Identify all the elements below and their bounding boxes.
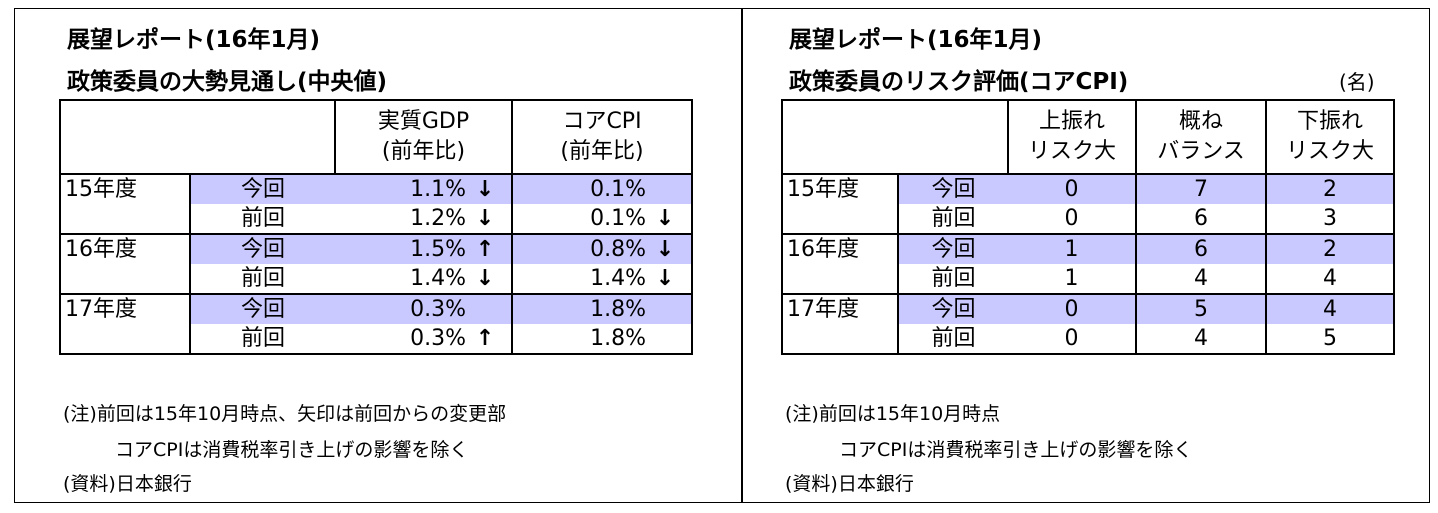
gdp-value: 0.3% ↑	[335, 324, 513, 354]
table-row: 前回 1.2% ↓ 0.1% ↓	[60, 204, 692, 234]
row-label: 前回	[931, 206, 976, 231]
row-label: 今回	[190, 294, 335, 324]
cpi-value: 1.8%	[590, 326, 646, 351]
downside-count: 2	[1266, 234, 1394, 264]
year-label: 15年度	[60, 174, 191, 234]
arrow-icon: ↓	[655, 237, 675, 262]
upside-count: 0	[1008, 204, 1137, 234]
table-row: 前回 0 6 3	[782, 204, 1394, 234]
year-label: 16年度	[782, 234, 899, 294]
gdp-value: 1.4% ↓	[335, 264, 513, 294]
table-row: 前回 0 4 5	[782, 324, 1394, 354]
table-row: 17年度 今回 0 5 4	[782, 294, 1394, 354]
right-note-2: コアCPIは消費税率引き上げの影響を除く	[839, 439, 1193, 461]
header-downside-risk: 下振れ リスク大	[1266, 100, 1394, 175]
balanced-count: 4	[1136, 324, 1267, 354]
arrow-icon: ↑	[475, 237, 495, 262]
arrow-icon: ↓	[475, 206, 495, 231]
left-panel: 展望レポート(16年1月) 政策委員の大勢見通し(中央値) 実質GDP (前年比)…	[14, 8, 742, 503]
row-label: 前回	[931, 266, 976, 291]
left-note-1: (注)前回は15年10月時点、矢印は前回からの変更部	[63, 403, 507, 425]
row-label: 前回	[240, 266, 285, 291]
right-title-line2: 政策委員のリスク評価(コアCPI)	[789, 69, 1129, 95]
table-row: 前回 0.3% ↑ 1.8%	[60, 324, 692, 354]
upside-count: 1	[1008, 234, 1137, 264]
row-label: 今回	[898, 294, 1008, 324]
downside-count: 5	[1323, 326, 1337, 351]
upside-count: 0	[1008, 294, 1137, 324]
left-title-line2: 政策委員の大勢見通し(中央値)	[67, 69, 388, 95]
balanced-count: 6	[1136, 204, 1267, 234]
left-note-2: コアCPIは消費税率引き上げの影響を除く	[115, 439, 469, 461]
cpi-value: 0.1% ↓	[512, 204, 692, 234]
year-label: 17年度	[782, 294, 899, 354]
outlook-header-row: 実質GDP (前年比) コアCPI (前年比)	[60, 100, 692, 175]
header-upside-risk: 上振れ リスク大	[1008, 100, 1137, 175]
row-label: 今回	[898, 234, 1008, 264]
cpi-value: 0.8% ↓	[512, 234, 692, 264]
year-label: 16年度	[60, 234, 191, 294]
gdp-value: 0.3%	[335, 294, 513, 324]
outlook-header-blank	[60, 100, 336, 175]
arrow-icon: ↓	[475, 266, 495, 291]
upside-count: 0	[1008, 324, 1137, 354]
header-balanced: 概ね バランス	[1136, 100, 1267, 175]
balanced-count: 5	[1136, 294, 1267, 324]
downside-count: 3	[1323, 206, 1337, 231]
right-panel: 展望レポート(16年1月) 政策委員のリスク評価(コアCPI) (名) 上振れリ…	[742, 8, 1430, 503]
gdp-value: 1.1% ↓	[335, 174, 513, 204]
right-note-1: (注)前回は15年10月時点	[785, 403, 1001, 425]
header-real-gdp: 実質GDP (前年比)	[335, 100, 513, 175]
table-row: 15年度 今回 1.1% ↓ 0.1%	[60, 174, 692, 234]
balanced-count: 6	[1136, 234, 1267, 264]
right-source: (資料)日本銀行	[785, 473, 914, 495]
header-core-cpi: コアCPI (前年比)	[512, 100, 692, 175]
downside-count: 4	[1323, 266, 1337, 291]
gdp-value: 1.2% ↓	[335, 204, 513, 234]
right-title-line1: 展望レポート(16年1月)	[789, 27, 1043, 53]
downside-count: 2	[1266, 174, 1394, 204]
upside-count: 0	[1008, 174, 1137, 204]
row-label: 前回	[240, 206, 285, 231]
table-row: 16年度 今回 1.5% ↑ 0.8% ↓	[60, 234, 692, 294]
cpi-value: 0.1%	[512, 174, 692, 204]
table-row: 17年度 今回 0.3% 1.8%	[60, 294, 692, 354]
arrow-icon: ↓	[475, 177, 495, 202]
upside-count: 1	[1008, 264, 1137, 294]
row-label: 今回	[190, 234, 335, 264]
year-label: 17年度	[60, 294, 191, 354]
row-label: 前回	[931, 326, 976, 351]
risk-table: 上振れ リスク大 概ね バランス 下振れ リスク大 15年度 今回 0 7 2 前回 …	[781, 99, 1395, 355]
unit-label: (名)	[1339, 70, 1375, 94]
left-source: (資料)日本銀行	[63, 473, 192, 495]
arrow-icon: ↓	[655, 266, 675, 291]
risk-header-row: 上振れ リスク大 概ね バランス 下振れ リスク大	[782, 100, 1394, 175]
cpi-value: 1.8%	[512, 294, 692, 324]
outlook-table: 実質GDP (前年比) コアCPI (前年比) 15年度 今回 1.1% ↓ 0.1…	[59, 99, 693, 355]
table-row: 前回 1 4 4	[782, 264, 1394, 294]
row-label: 今回	[190, 174, 335, 204]
balanced-count: 4	[1136, 264, 1267, 294]
table-row: 16年度 今回 1 6 2	[782, 234, 1394, 294]
row-label: 前回	[240, 326, 285, 351]
gdp-value: 1.5% ↑	[335, 234, 513, 264]
left-title-line1: 展望レポート(16年1月)	[67, 27, 321, 53]
balanced-count: 7	[1136, 174, 1267, 204]
year-label: 15年度	[782, 174, 899, 234]
arrow-icon: ↑	[475, 326, 495, 351]
row-label: 今回	[898, 174, 1008, 204]
downside-count: 4	[1266, 294, 1394, 324]
arrow-icon: ↓	[655, 206, 675, 231]
table-row: 前回 1.4% ↓ 1.4% ↓	[60, 264, 692, 294]
cpi-value: 1.4% ↓	[512, 264, 692, 294]
table-row: 15年度 今回 0 7 2	[782, 174, 1394, 234]
risk-header-blank	[782, 100, 1009, 175]
